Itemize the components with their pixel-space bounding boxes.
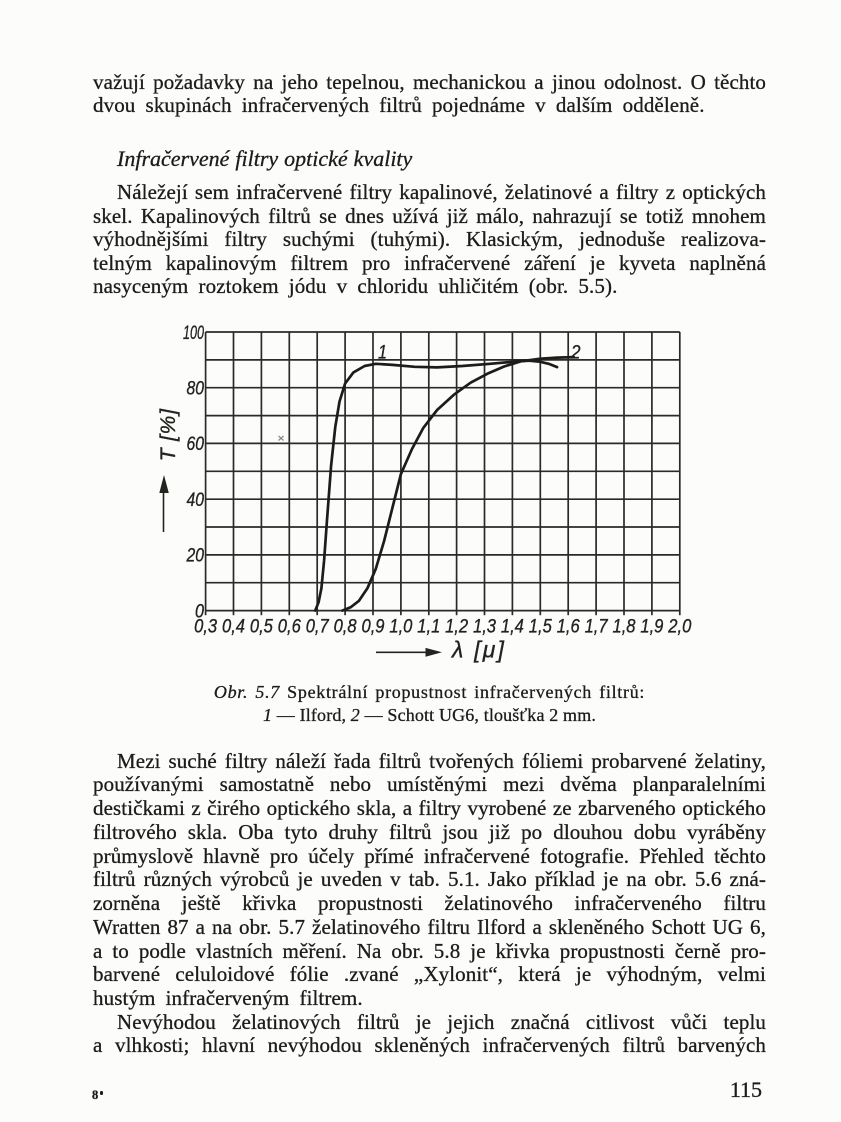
svg-text:1,3: 1,3	[473, 617, 496, 638]
svg-text:1,8: 1,8	[613, 617, 636, 638]
svg-text:0: 0	[195, 601, 204, 622]
svg-text:2,0: 2,0	[667, 617, 691, 638]
svg-text:1,1: 1,1	[417, 617, 440, 638]
svg-text:1: 1	[378, 343, 387, 364]
svg-text:1,9: 1,9	[640, 617, 663, 638]
svg-text:0,9: 0,9	[362, 617, 385, 638]
svg-text:0,5: 0,5	[250, 617, 273, 638]
svg-text:1,7: 1,7	[585, 617, 609, 638]
svg-text:20: 20	[186, 546, 205, 567]
svg-text:0,7: 0,7	[306, 617, 330, 638]
svg-text:2: 2	[570, 343, 581, 364]
svg-text:0,4: 0,4	[222, 617, 245, 638]
svg-text:1,4: 1,4	[501, 617, 524, 638]
svg-text:T [%]: T [%]	[157, 408, 180, 461]
svg-text:1,6: 1,6	[557, 617, 580, 638]
svg-text:λ [μ]: λ [μ]	[450, 637, 506, 663]
svg-text:0,8: 0,8	[334, 617, 357, 638]
svg-text:1,0: 1,0	[389, 617, 412, 638]
svg-text:60: 60	[187, 434, 205, 455]
svg-text:0,3: 0,3	[194, 617, 217, 638]
svg-text:40: 40	[187, 490, 205, 511]
svg-text:0,6: 0,6	[278, 617, 301, 638]
svg-text:1,5: 1,5	[529, 617, 552, 638]
svg-text:100: 100	[183, 323, 204, 344]
svg-text:1,2: 1,2	[445, 617, 468, 638]
svg-text:80: 80	[187, 379, 205, 400]
